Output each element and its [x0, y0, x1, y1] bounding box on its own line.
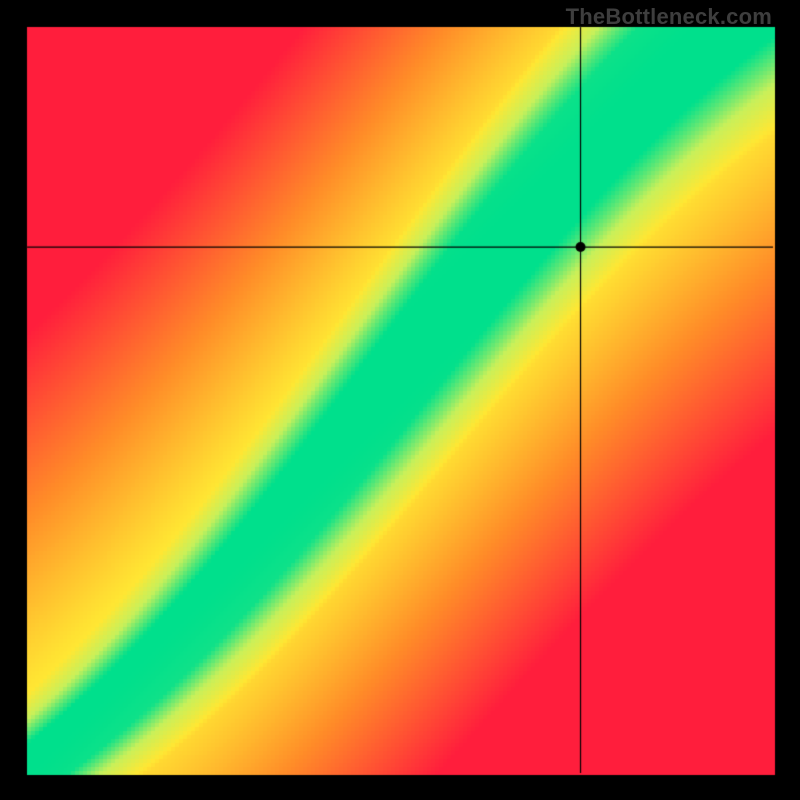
- crosshair-overlay: [0, 0, 800, 800]
- watermark-text: TheBottleneck.com: [566, 4, 772, 30]
- chart-container: TheBottleneck.com: [0, 0, 800, 800]
